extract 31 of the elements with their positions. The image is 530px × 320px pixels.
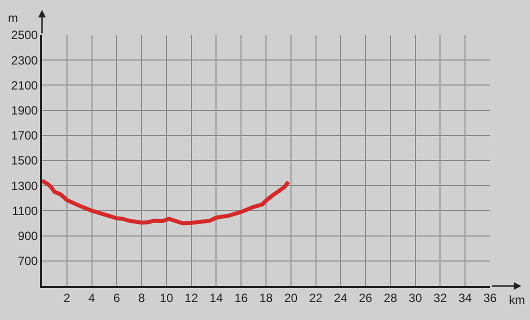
line-series bbox=[42, 178, 290, 226]
y-tick-label: 1500 bbox=[11, 154, 38, 168]
x-tick-label: 12 bbox=[184, 291, 198, 306]
y-tick-label: 2500 bbox=[11, 28, 38, 42]
x-tick-label: 8 bbox=[138, 291, 146, 306]
x-tick-label: 16 bbox=[234, 291, 248, 306]
y-tick-label: 2300 bbox=[11, 53, 38, 68]
x-tick-label: 6 bbox=[113, 291, 120, 306]
x-axis-title: km bbox=[509, 293, 525, 307]
x-tick-label: 22 bbox=[309, 291, 323, 306]
x-tick-label: 4 bbox=[88, 291, 96, 306]
x-tick-label: 18 bbox=[259, 291, 273, 306]
x-tick-label: 36 bbox=[483, 291, 497, 306]
x-tick-label: 30 bbox=[408, 291, 422, 306]
x-tick-label: 34 bbox=[458, 291, 472, 306]
y-tick-label: 1300 bbox=[11, 178, 38, 193]
y-tick-label: 900 bbox=[18, 229, 38, 243]
y-tick-label: 2100 bbox=[11, 78, 38, 92]
x-tick-label: 24 bbox=[334, 291, 348, 306]
y-axis-title: m bbox=[8, 11, 18, 25]
x-tick-label: 10 bbox=[160, 291, 174, 306]
x-tick-label: 2 bbox=[64, 291, 71, 306]
y-tick-label: 1100 bbox=[12, 204, 38, 218]
x-tick-label: 26 bbox=[358, 291, 373, 306]
x-tick-label: 14 bbox=[210, 291, 224, 306]
x-tick-label: 28 bbox=[384, 291, 398, 306]
y-tick-label: 1900 bbox=[11, 104, 38, 118]
x-tick-label: 32 bbox=[434, 291, 448, 306]
y-tick-label: 1700 bbox=[11, 128, 38, 143]
x-tick-label: 20 bbox=[284, 291, 298, 306]
y-tick-label: 700 bbox=[18, 254, 38, 268]
